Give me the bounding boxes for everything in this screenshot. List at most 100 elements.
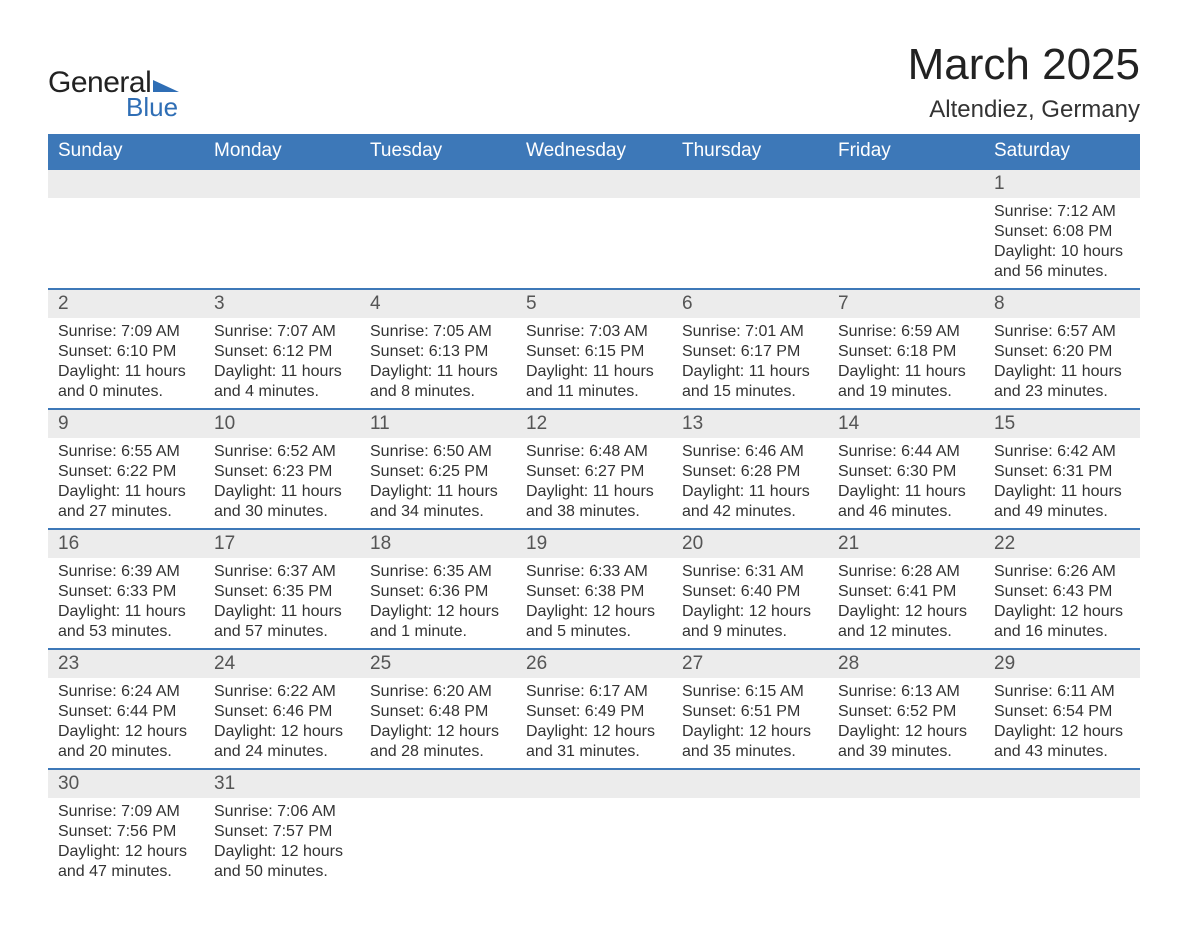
day-number: 7 [828,290,984,318]
day-number: 30 [48,770,204,798]
day-details [828,798,984,888]
daylight-label: Daylight: 11 hours and 15 minutes. [682,362,818,402]
sunset-label: Sunset: 6:43 PM [994,582,1130,602]
day-details: Sunrise: 6:26 AMSunset: 6:43 PMDaylight:… [984,558,1140,648]
weekday-header: Monday [204,134,360,168]
sunset-label: Sunset: 6:10 PM [58,342,194,362]
sunset-label: Sunset: 6:22 PM [58,462,194,482]
weekday-header: Tuesday [360,134,516,168]
daylight-label: Daylight: 11 hours and 49 minutes. [994,482,1130,522]
day-number: 9 [48,410,204,438]
day-details: Sunrise: 6:57 AMSunset: 6:20 PMDaylight:… [984,318,1140,408]
daylight-label: Daylight: 11 hours and 53 minutes. [58,602,194,642]
sunrise-label: Sunrise: 6:22 AM [214,682,350,702]
day-number [672,170,828,198]
day-details: Sunrise: 6:46 AMSunset: 6:28 PMDaylight:… [672,438,828,528]
day-number [984,770,1140,798]
day-number: 14 [828,410,984,438]
day-number [828,170,984,198]
details-row: Sunrise: 7:12 AMSunset: 6:08 PMDaylight:… [48,198,1140,288]
details-row: Sunrise: 6:55 AMSunset: 6:22 PMDaylight:… [48,438,1140,528]
sunrise-label: Sunrise: 6:24 AM [58,682,194,702]
day-details: Sunrise: 6:59 AMSunset: 6:18 PMDaylight:… [828,318,984,408]
day-details [672,798,828,888]
sunset-label: Sunset: 7:57 PM [214,822,350,842]
sunset-label: Sunset: 6:28 PM [682,462,818,482]
sunrise-label: Sunrise: 6:59 AM [838,322,974,342]
day-number: 15 [984,410,1140,438]
logo: General Blue [48,68,179,120]
sunrise-label: Sunrise: 7:09 AM [58,802,194,822]
sunset-label: Sunset: 6:36 PM [370,582,506,602]
day-number: 22 [984,530,1140,558]
sunset-label: Sunset: 6:15 PM [526,342,662,362]
day-number [516,170,672,198]
sunrise-label: Sunrise: 7:07 AM [214,322,350,342]
sunset-label: Sunset: 6:08 PM [994,222,1130,242]
day-details: Sunrise: 6:13 AMSunset: 6:52 PMDaylight:… [828,678,984,768]
sunset-label: Sunset: 6:52 PM [838,702,974,722]
day-number [672,770,828,798]
day-number: 21 [828,530,984,558]
sunrise-label: Sunrise: 6:31 AM [682,562,818,582]
sunset-label: Sunset: 6:48 PM [370,702,506,722]
sunset-label: Sunset: 6:33 PM [58,582,194,602]
calendar-page: General Blue March 2025 Altendiez, Germa… [0,0,1188,948]
weekday-header: Wednesday [516,134,672,168]
sunrise-label: Sunrise: 7:01 AM [682,322,818,342]
day-number: 26 [516,650,672,678]
day-details: Sunrise: 6:44 AMSunset: 6:30 PMDaylight:… [828,438,984,528]
day-details: Sunrise: 6:39 AMSunset: 6:33 PMDaylight:… [48,558,204,648]
daylight-label: Daylight: 12 hours and 35 minutes. [682,722,818,762]
day-details: Sunrise: 7:07 AMSunset: 6:12 PMDaylight:… [204,318,360,408]
day-number: 27 [672,650,828,678]
day-number: 5 [516,290,672,318]
daylight-label: Daylight: 12 hours and 9 minutes. [682,602,818,642]
calendar-week: 23242526272829Sunrise: 6:24 AMSunset: 6:… [48,648,1140,768]
day-details: Sunrise: 6:48 AMSunset: 6:27 PMDaylight:… [516,438,672,528]
sunrise-label: Sunrise: 6:42 AM [994,442,1130,462]
sunrise-label: Sunrise: 7:09 AM [58,322,194,342]
sunrise-label: Sunrise: 6:44 AM [838,442,974,462]
logo-triangle-icon [153,72,179,92]
sunset-label: Sunset: 7:56 PM [58,822,194,842]
title-block: March 2025 Altendiez, Germany [908,40,1140,124]
weekday-header: Saturday [984,134,1140,168]
day-details: Sunrise: 7:12 AMSunset: 6:08 PMDaylight:… [984,198,1140,288]
daylight-label: Daylight: 12 hours and 31 minutes. [526,722,662,762]
sunset-label: Sunset: 6:49 PM [526,702,662,722]
location-label: Altendiez, Germany [908,96,1140,124]
daynum-row: 16171819202122 [48,528,1140,558]
day-details: Sunrise: 6:22 AMSunset: 6:46 PMDaylight:… [204,678,360,768]
day-number: 8 [984,290,1140,318]
sunrise-label: Sunrise: 6:52 AM [214,442,350,462]
details-row: Sunrise: 7:09 AMSunset: 7:56 PMDaylight:… [48,798,1140,888]
daylight-label: Daylight: 12 hours and 43 minutes. [994,722,1130,762]
daylight-label: Daylight: 11 hours and 11 minutes. [526,362,662,402]
day-details: Sunrise: 6:31 AMSunset: 6:40 PMDaylight:… [672,558,828,648]
day-number: 16 [48,530,204,558]
daynum-row: 3031 [48,768,1140,798]
calendar-week: 2345678Sunrise: 7:09 AMSunset: 6:10 PMDa… [48,288,1140,408]
day-number: 23 [48,650,204,678]
daylight-label: Daylight: 12 hours and 5 minutes. [526,602,662,642]
day-number [828,770,984,798]
details-row: Sunrise: 6:24 AMSunset: 6:44 PMDaylight:… [48,678,1140,768]
day-details [360,198,516,288]
daylight-label: Daylight: 12 hours and 20 minutes. [58,722,194,762]
sunset-label: Sunset: 6:17 PM [682,342,818,362]
day-number [360,170,516,198]
day-details: Sunrise: 6:17 AMSunset: 6:49 PMDaylight:… [516,678,672,768]
sunrise-label: Sunrise: 6:35 AM [370,562,506,582]
day-details: Sunrise: 6:28 AMSunset: 6:41 PMDaylight:… [828,558,984,648]
day-number: 3 [204,290,360,318]
daylight-label: Daylight: 11 hours and 23 minutes. [994,362,1130,402]
sunset-label: Sunset: 6:44 PM [58,702,194,722]
details-row: Sunrise: 6:39 AMSunset: 6:33 PMDaylight:… [48,558,1140,648]
day-details [48,198,204,288]
day-number: 12 [516,410,672,438]
day-details: Sunrise: 7:01 AMSunset: 6:17 PMDaylight:… [672,318,828,408]
sunrise-label: Sunrise: 7:05 AM [370,322,506,342]
sunset-label: Sunset: 6:40 PM [682,582,818,602]
daylight-label: Daylight: 12 hours and 16 minutes. [994,602,1130,642]
